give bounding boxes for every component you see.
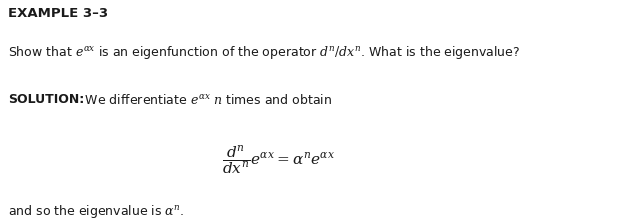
Text: EXAMPLE 3–3: EXAMPLE 3–3 [8, 7, 108, 20]
Text: We differentiate $e^{\alpha x}$ $n$ times and obtain: We differentiate $e^{\alpha x}$ $n$ time… [77, 93, 332, 107]
Text: $\dfrac{d^n}{dx^n}e^{\alpha x} = \alpha^n e^{\alpha x}$: $\dfrac{d^n}{dx^n}e^{\alpha x} = \alpha^… [222, 144, 335, 176]
Text: Show that $e^{\alpha x}$ is an eigenfunction of the operator $d^n/dx^n$. What is: Show that $e^{\alpha x}$ is an eigenfunc… [8, 44, 521, 61]
Text: and so the eigenvalue is $\alpha^n$.: and so the eigenvalue is $\alpha^n$. [8, 203, 184, 220]
Text: SOLUTION:: SOLUTION: [8, 93, 84, 106]
